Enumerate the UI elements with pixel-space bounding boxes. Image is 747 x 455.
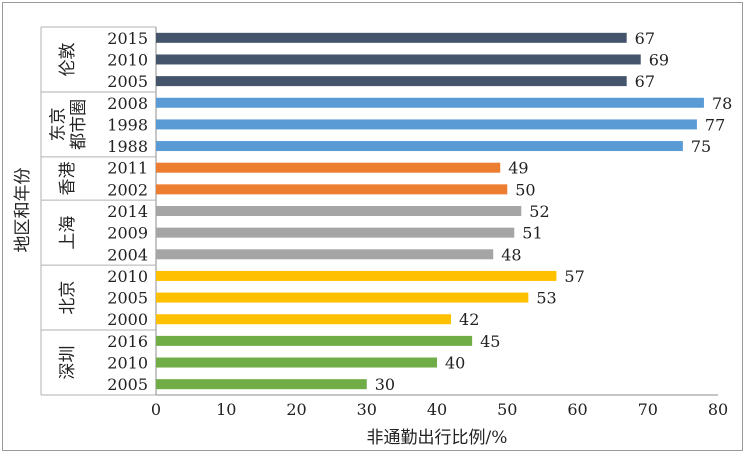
y-tick-label: 2010	[107, 50, 148, 69]
x-tick-label: 30	[357, 400, 377, 419]
bar	[156, 292, 529, 303]
data-label: 40	[445, 354, 465, 373]
y-tick-label: 2015	[107, 29, 148, 48]
group-label: 伦敦	[58, 42, 78, 76]
x-axis-label: 非通勤出行比例/%	[367, 428, 508, 448]
bar	[156, 227, 515, 238]
y-tick-label: 2008	[107, 94, 148, 113]
data-label: 30	[375, 375, 395, 394]
y-tick-label: 2010	[107, 354, 148, 373]
bar	[156, 119, 697, 130]
y-tick-label: 2005	[107, 72, 148, 91]
bar	[156, 32, 627, 43]
bar	[156, 270, 557, 281]
y-tick-label: 2005	[107, 375, 148, 394]
group-label: 上海	[58, 216, 78, 250]
data-label: 67	[635, 29, 655, 48]
data-label: 78	[712, 94, 732, 113]
bar	[156, 335, 473, 346]
bar	[156, 76, 627, 87]
y-tick-label: 2000	[107, 310, 148, 329]
data-label: 45	[480, 332, 500, 351]
y-tick-label: 2004	[107, 245, 148, 264]
y-tick-label: 2016	[107, 332, 148, 351]
data-label: 48	[501, 245, 521, 264]
data-label: 77	[705, 115, 725, 134]
bar	[156, 249, 494, 260]
x-tick-label: 70	[638, 400, 658, 419]
group-label: 香港	[58, 162, 78, 196]
bar	[156, 357, 437, 368]
x-tick-label: 60	[567, 400, 587, 419]
y-tick-label: 1998	[107, 115, 148, 134]
y-tick-label: 1988	[107, 137, 148, 156]
bar	[156, 97, 704, 108]
bar	[156, 314, 452, 325]
bar	[156, 162, 501, 173]
bar	[156, 54, 641, 65]
data-label: 42	[459, 310, 479, 329]
y-tick-label: 2014	[107, 202, 148, 221]
x-tick-label: 40	[427, 400, 447, 419]
y-tick-label: 2009	[107, 224, 148, 243]
data-label: 51	[522, 224, 542, 243]
x-tick-label: 50	[497, 400, 517, 419]
data-label: 53	[536, 289, 556, 308]
y-tick-label: 2011	[107, 159, 148, 178]
x-tick-label: 10	[216, 400, 236, 419]
y-tick-label: 2002	[107, 180, 148, 199]
group-label: 东京都市圈	[48, 99, 88, 150]
data-label: 69	[649, 50, 669, 69]
bar	[156, 184, 508, 195]
data-label: 49	[508, 159, 528, 178]
group-label: 北京	[58, 281, 78, 315]
data-label: 57	[564, 267, 584, 286]
x-tick-label: 20	[286, 400, 306, 419]
data-label: 75	[691, 137, 711, 156]
bar	[156, 206, 522, 216]
x-tick-label: 80	[708, 400, 728, 419]
plot-area: 0 10 20 30 40 50 60 70 80 2015 67 2010 69 2005 67 伦敦 200…	[40, 26, 732, 419]
bar	[156, 379, 367, 390]
bar	[156, 141, 683, 152]
x-tick-label: 0	[151, 400, 161, 419]
y-axis-label: 地区和年份	[13, 168, 33, 253]
y-tick-label: 2005	[107, 289, 148, 308]
chart-frame	[2, 2, 743, 451]
data-label: 67	[635, 72, 655, 91]
group-label: 深圳	[58, 346, 78, 380]
data-label: 50	[515, 180, 535, 199]
y-tick-label: 2010	[107, 267, 148, 286]
data-label: 52	[529, 202, 549, 221]
